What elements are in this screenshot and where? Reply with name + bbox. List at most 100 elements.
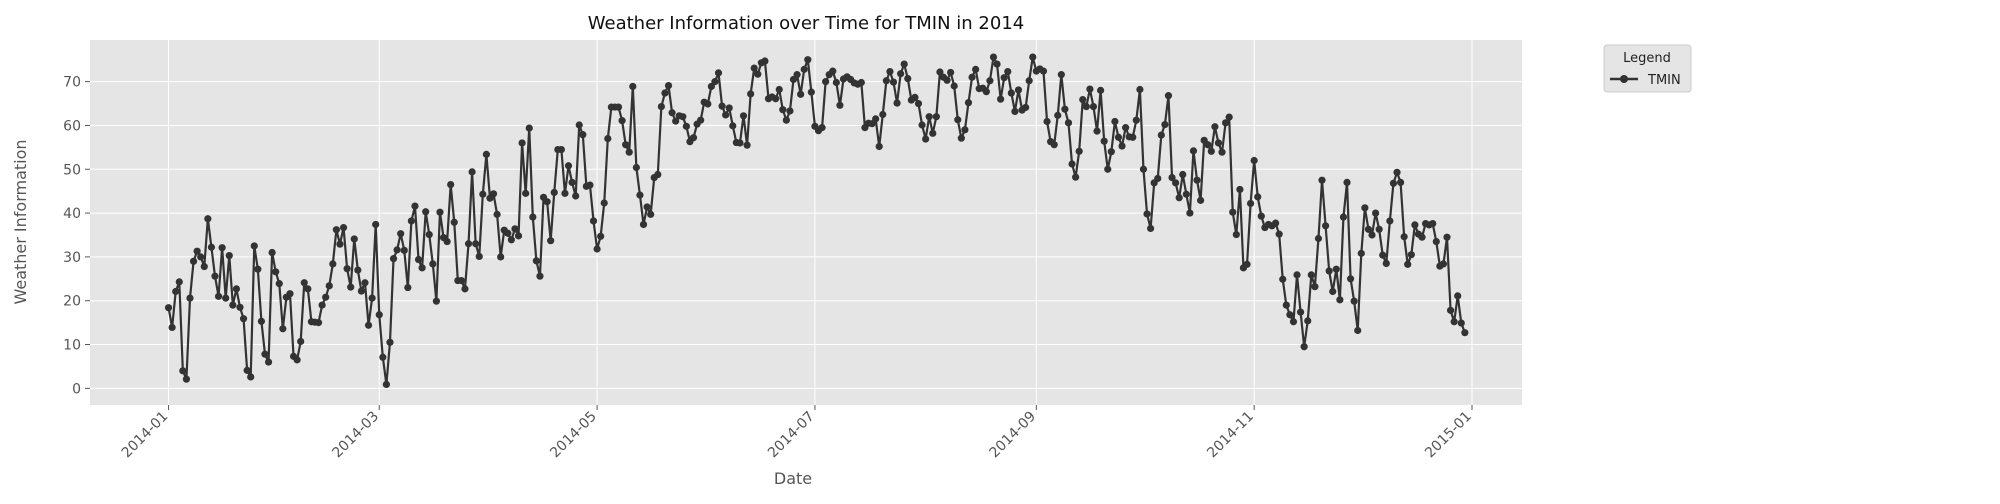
data-point (636, 191, 644, 199)
data-point (479, 190, 487, 198)
data-point (293, 356, 301, 364)
data-point (468, 168, 476, 176)
data-point (511, 225, 519, 233)
data-point (1325, 267, 1333, 275)
data-point (1014, 86, 1023, 94)
data-point (1143, 210, 1151, 218)
data-point (1179, 170, 1187, 179)
data-point (1443, 233, 1451, 241)
data-point (297, 337, 305, 346)
data-point (875, 142, 883, 151)
data-point (239, 315, 248, 323)
data-point (964, 99, 973, 107)
data-point (1311, 283, 1319, 291)
data-point (286, 290, 294, 298)
data-point (489, 190, 498, 198)
data-point (711, 78, 719, 86)
data-point (1029, 53, 1037, 61)
x-tick-label: 2014-01 (119, 409, 172, 462)
data-point (407, 217, 415, 225)
data-point (179, 367, 187, 375)
data-point (236, 303, 244, 311)
legend-point-marker (1620, 75, 1628, 83)
data-point (914, 99, 923, 108)
x-tick-label: 2014-09 (986, 409, 1039, 462)
data-point (382, 380, 390, 389)
data-point (350, 235, 358, 243)
data-point (1343, 178, 1351, 187)
plot-background (90, 40, 1522, 405)
data-point (1068, 160, 1076, 168)
data-point (1429, 220, 1437, 228)
data-point (889, 78, 898, 86)
x-axis-label: Date (774, 469, 812, 488)
data-point (1329, 287, 1337, 296)
data-point (1064, 119, 1073, 127)
y-tick-label: 30 (63, 250, 81, 266)
data-point (1439, 260, 1448, 268)
data-point (575, 121, 583, 129)
data-point (1189, 147, 1198, 155)
y-tick-label: 20 (63, 294, 81, 310)
data-point (1286, 311, 1294, 319)
data-point (322, 293, 330, 301)
data-point (1004, 67, 1012, 76)
data-point (1236, 185, 1244, 194)
data-point (1339, 213, 1348, 221)
data-point (1100, 137, 1108, 145)
data-point (1207, 147, 1215, 155)
data-point (243, 366, 251, 374)
data-point (1354, 326, 1362, 335)
data-point (643, 203, 651, 211)
data-point (957, 134, 965, 142)
data-point (225, 251, 233, 260)
data-point (893, 99, 901, 107)
data-point (414, 255, 423, 264)
data-point (743, 141, 751, 149)
data-point (275, 280, 283, 288)
data-point (718, 102, 726, 110)
data-point (947, 68, 955, 77)
data-point (747, 90, 755, 98)
data-point (325, 282, 333, 290)
data-point (818, 124, 826, 132)
data-point (1168, 173, 1176, 182)
data-point (400, 246, 408, 254)
data-point (304, 285, 312, 293)
data-point (189, 257, 198, 265)
data-point (529, 213, 537, 221)
data-point (1446, 306, 1455, 314)
data-point (364, 321, 373, 329)
data-point (247, 373, 255, 381)
data-point (1300, 343, 1308, 351)
data-point (918, 121, 926, 129)
data-point (829, 67, 837, 75)
data-point (1154, 174, 1162, 183)
data-point (375, 311, 383, 319)
data-point (1364, 225, 1373, 233)
data-point (1461, 329, 1469, 337)
data-point (639, 220, 648, 229)
data-point (1025, 77, 1033, 85)
data-point (347, 283, 355, 291)
data-point (1057, 71, 1065, 79)
data-point (672, 117, 680, 125)
data-point (1407, 251, 1415, 259)
data-point (668, 109, 676, 117)
data-point (618, 117, 626, 125)
data-point (1368, 231, 1376, 239)
data-point (1307, 271, 1315, 279)
data-point (647, 210, 655, 218)
data-point (1022, 103, 1030, 112)
data-point (1075, 147, 1083, 155)
data-point (457, 276, 465, 285)
data-point (422, 208, 430, 216)
data-point (497, 253, 505, 261)
data-point (518, 139, 526, 147)
data-point (507, 236, 515, 244)
data-point (250, 242, 258, 250)
data-point (593, 245, 601, 253)
data-point (704, 100, 712, 108)
data-point (754, 70, 762, 78)
data-point (229, 301, 237, 309)
